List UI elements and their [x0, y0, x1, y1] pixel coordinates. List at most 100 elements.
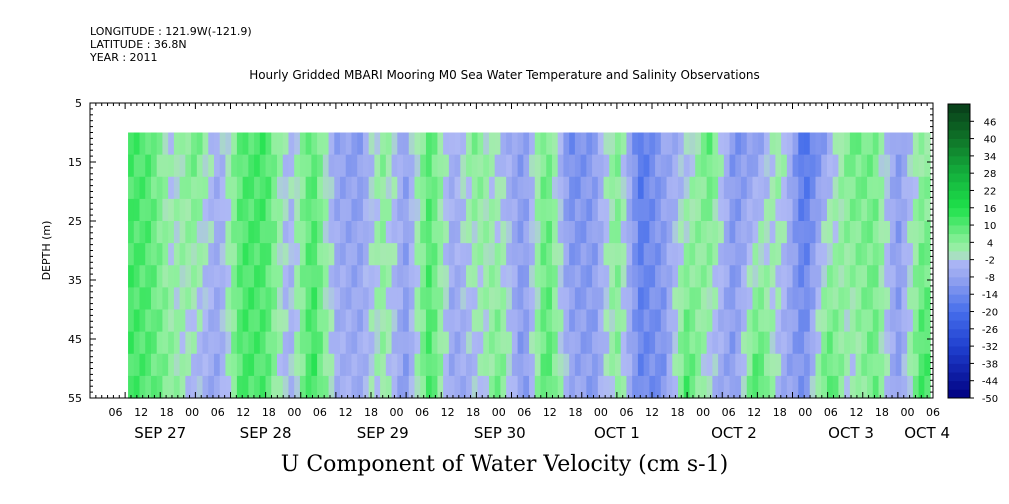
heatmap-cell [299, 243, 307, 266]
heatmap-cell [769, 331, 776, 355]
heatmap-cell [769, 375, 776, 399]
heatmap-cell [282, 309, 290, 333]
heatmap-cell [901, 375, 908, 399]
heatmap-cell [311, 309, 318, 333]
heatmap-cell [712, 198, 719, 222]
heatmap-cell [219, 132, 227, 156]
heatmap-cell [466, 132, 473, 156]
heatmap-cell [551, 198, 559, 222]
heatmap-cell [213, 353, 221, 377]
heatmap-cell [878, 243, 885, 266]
heatmap-cell [311, 375, 318, 399]
heatmap-cell [173, 309, 181, 333]
heatmap-cell [414, 287, 421, 311]
heatmap-cell [408, 331, 416, 355]
heatmap-cell [362, 375, 370, 399]
heatmap-cell [609, 132, 616, 156]
heatmap-cell [804, 287, 811, 311]
heatmap-cell [551, 176, 559, 200]
x-day-label: OCT 3 [828, 424, 874, 442]
heatmap-cell [821, 221, 828, 244]
heatmap-cell [431, 176, 438, 200]
heatmap-cell [351, 243, 358, 266]
heatmap-cell [878, 132, 885, 156]
heatmap-cell [145, 287, 152, 311]
heatmap-cell [254, 221, 261, 244]
heatmap-cell [517, 198, 524, 222]
heatmap-cell [529, 287, 536, 311]
heatmap-cell [517, 243, 524, 266]
heatmap-cell [133, 353, 141, 377]
heatmap-cell [328, 331, 335, 355]
heatmap-cell [666, 309, 673, 333]
heatmap-cell [133, 265, 141, 288]
heatmap-cell [425, 375, 433, 399]
colorbar-cell [948, 380, 970, 390]
heatmap-cell [282, 176, 290, 200]
heatmap-cell [643, 265, 650, 288]
heatmap-cell [563, 198, 570, 222]
colorbar-cell [948, 216, 970, 226]
heatmap-cell [643, 132, 650, 156]
heatmap-cell [500, 243, 507, 266]
heatmap-cell [637, 309, 645, 333]
heatmap-cell [271, 176, 278, 200]
heatmap-cell [282, 353, 290, 377]
heatmap-cell [420, 331, 427, 355]
heatmap-cell [792, 154, 799, 178]
heatmap-cell [804, 198, 811, 222]
heatmap-cell [282, 265, 290, 288]
x-tick-label: 18 [671, 406, 685, 419]
heatmap-cell [317, 309, 324, 333]
heatmap-cell [437, 221, 444, 244]
heatmap-cell [380, 221, 387, 244]
heatmap-cell [448, 243, 456, 266]
x-tick-label: 18 [466, 406, 480, 419]
heatmap-cell [643, 353, 650, 377]
heatmap-cell [173, 265, 181, 288]
heatmap-cell [403, 331, 410, 355]
heatmap-cell [746, 287, 754, 311]
y-tick-label: 25 [68, 215, 82, 228]
heatmap-cell [334, 375, 341, 399]
heatmap-cell [752, 375, 759, 399]
heatmap-cell [597, 287, 605, 311]
heatmap-cell [219, 375, 227, 399]
heatmap-cell [385, 132, 393, 156]
heatmap-cell [775, 176, 782, 200]
heatmap-cell [741, 353, 748, 377]
heatmap-cell [254, 265, 261, 288]
heatmap-cell [826, 132, 834, 156]
heatmap-cell [408, 287, 416, 311]
heatmap-cell [620, 198, 628, 222]
heatmap-cell [202, 154, 209, 178]
heatmap-cell [626, 353, 633, 377]
heatmap-cell [861, 198, 868, 222]
heatmap-cell [380, 154, 387, 178]
heatmap-cell [173, 154, 181, 178]
heatmap-cell [351, 265, 358, 288]
heatmap-cell [741, 132, 748, 156]
heatmap-cell [569, 331, 576, 355]
heatmap-cell [517, 132, 524, 156]
heatmap-cell [374, 221, 381, 244]
heatmap-cell [408, 309, 416, 333]
heatmap-cell [305, 198, 312, 222]
heatmap-cell [191, 353, 198, 377]
heatmap-cell [574, 309, 582, 333]
heatmap-cell [219, 176, 227, 200]
heatmap-cell [867, 221, 874, 244]
heatmap-cell [689, 375, 696, 399]
colorbar-cell [948, 155, 970, 165]
heatmap-cell [351, 198, 358, 222]
heatmap-cell [191, 132, 198, 156]
heatmap-cell [477, 132, 484, 156]
heatmap-cell [718, 154, 725, 178]
heatmap-cell [374, 154, 381, 178]
heatmap-cell [666, 154, 673, 178]
heatmap-cell [236, 243, 244, 266]
heatmap-cell [425, 353, 433, 377]
heatmap-cell [425, 243, 433, 266]
heatmap-cell [637, 154, 645, 178]
heatmap-cell [334, 287, 341, 311]
